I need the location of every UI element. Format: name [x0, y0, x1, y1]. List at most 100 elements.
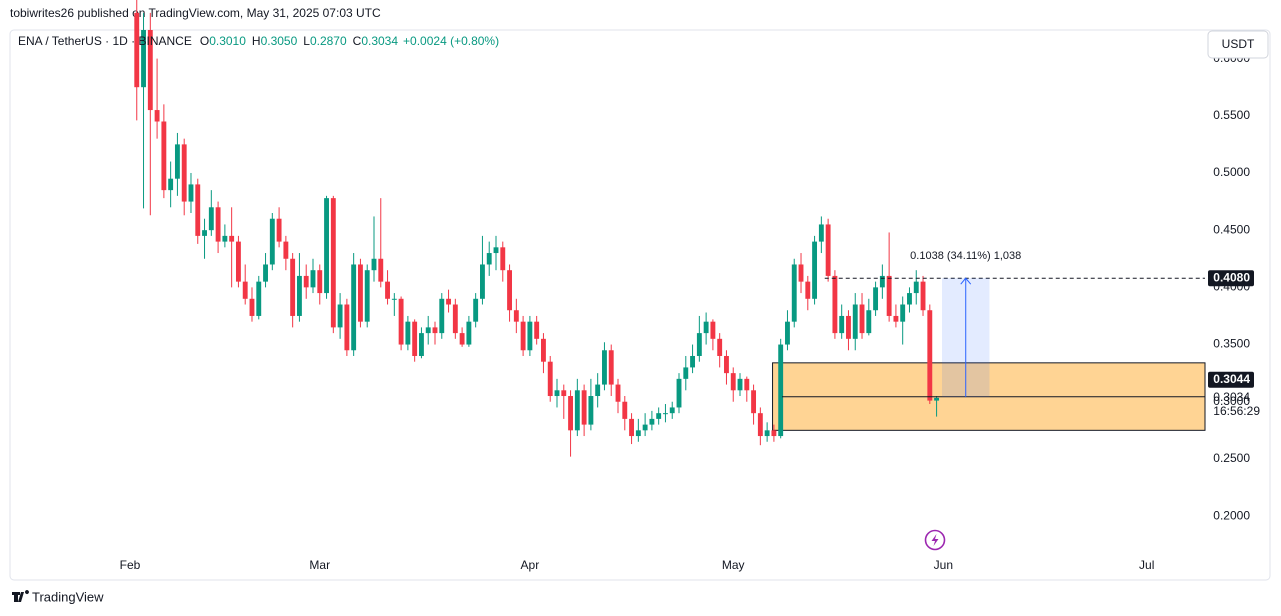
- candle: [330, 195, 336, 334]
- candle: [486, 241, 492, 276]
- candle-body: [730, 373, 736, 391]
- countdown: 16:56:29: [1213, 404, 1260, 418]
- candle-body: [534, 321, 540, 339]
- candle: [642, 413, 648, 437]
- y-tick-label: 0.5500: [1213, 108, 1250, 122]
- currency-button-bg: [1207, 30, 1269, 59]
- base-price-label: 0.3044: [1213, 372, 1250, 386]
- candle-body: [507, 270, 512, 311]
- candle: [418, 327, 424, 359]
- candle: [391, 293, 397, 316]
- candle: [161, 104, 167, 199]
- candle: [581, 384, 587, 437]
- candle: [222, 224, 228, 248]
- candle: [893, 304, 899, 328]
- legend-field-value: 0.3034: [361, 34, 398, 48]
- candle: [507, 264, 512, 322]
- candle: [466, 315, 472, 347]
- candle: [208, 190, 214, 236]
- candle-body: [866, 310, 872, 334]
- candle-body: [724, 355, 729, 374]
- x-tick-label: Jun: [934, 558, 953, 572]
- candle-body: [235, 241, 241, 282]
- candle: [256, 275, 262, 320]
- candle: [235, 235, 241, 288]
- last-price-label: 0.3034: [1213, 390, 1250, 404]
- candle-body: [751, 390, 757, 414]
- footer-brand: TradingView: [32, 589, 104, 604]
- candle-body: [839, 315, 845, 334]
- candle: [913, 270, 919, 305]
- candle: [656, 407, 662, 425]
- target-price-label-bg: [1208, 270, 1254, 287]
- candle-body: [852, 304, 858, 339]
- candle-body: [778, 344, 784, 437]
- candle: [568, 390, 573, 457]
- candle-body: [371, 258, 377, 271]
- candle: [852, 293, 858, 351]
- candle-body: [757, 413, 763, 437]
- candle-body: [486, 253, 492, 265]
- y-tick-label: 0.3000: [1213, 394, 1250, 408]
- candle: [818, 216, 824, 254]
- candle-body: [337, 304, 343, 328]
- candle-body: [812, 241, 818, 299]
- candle-body: [608, 350, 614, 385]
- candle: [520, 315, 526, 356]
- candle-body: [154, 110, 160, 122]
- candle: [663, 404, 668, 423]
- candle-body: [473, 298, 479, 322]
- candle: [629, 413, 635, 445]
- currency-button[interactable]: USDT: [1222, 37, 1255, 51]
- candle-body: [222, 235, 228, 242]
- candle: [459, 327, 465, 347]
- candle: [669, 401, 675, 419]
- candle-body: [649, 418, 655, 425]
- legend-field-label: L: [303, 34, 310, 48]
- candle: [635, 418, 641, 442]
- legend-field-label: C: [353, 34, 362, 48]
- candle-body: [439, 298, 445, 334]
- target-price-label: 0.4080: [1213, 270, 1250, 284]
- candle-body: [215, 207, 221, 242]
- candle: [805, 275, 811, 311]
- candle: [825, 218, 831, 282]
- candle: [866, 298, 872, 336]
- candle-body: [256, 281, 262, 316]
- candle-body: [879, 275, 885, 288]
- chart-frame: [9, 29, 1271, 581]
- candle-body: [513, 310, 519, 322]
- y-tick-label: 0.5000: [1213, 165, 1250, 179]
- candle-body: [703, 321, 709, 334]
- candle: [188, 172, 194, 214]
- candle-body: [595, 384, 601, 397]
- candle-body: [629, 418, 635, 437]
- candle: [846, 310, 851, 351]
- candle: [215, 201, 221, 254]
- candle-body: [581, 390, 587, 425]
- y-tick-label: 0.4500: [1213, 222, 1250, 236]
- event-icon[interactable]: [924, 529, 946, 551]
- candle-body: [330, 198, 336, 328]
- candle-body: [446, 298, 451, 305]
- candle-body: [920, 281, 926, 311]
- candle: [676, 373, 682, 414]
- candle: [446, 289, 451, 313]
- candle: [344, 298, 350, 356]
- x-tick-label: Mar: [309, 558, 330, 572]
- legend-field-value: 0.2870: [310, 34, 347, 48]
- x-tick-label: Jul: [1139, 558, 1154, 572]
- candle: [310, 258, 316, 294]
- candle: [371, 216, 377, 282]
- candle-body: [418, 333, 424, 356]
- candle: [690, 344, 696, 374]
- candle-body: [927, 310, 933, 401]
- candle: [134, 0, 140, 121]
- candle-body: [432, 327, 438, 334]
- candle: [839, 304, 845, 339]
- candle-body: [873, 287, 879, 311]
- candle: [879, 264, 885, 299]
- candle-body: [344, 304, 350, 351]
- candle: [785, 310, 790, 351]
